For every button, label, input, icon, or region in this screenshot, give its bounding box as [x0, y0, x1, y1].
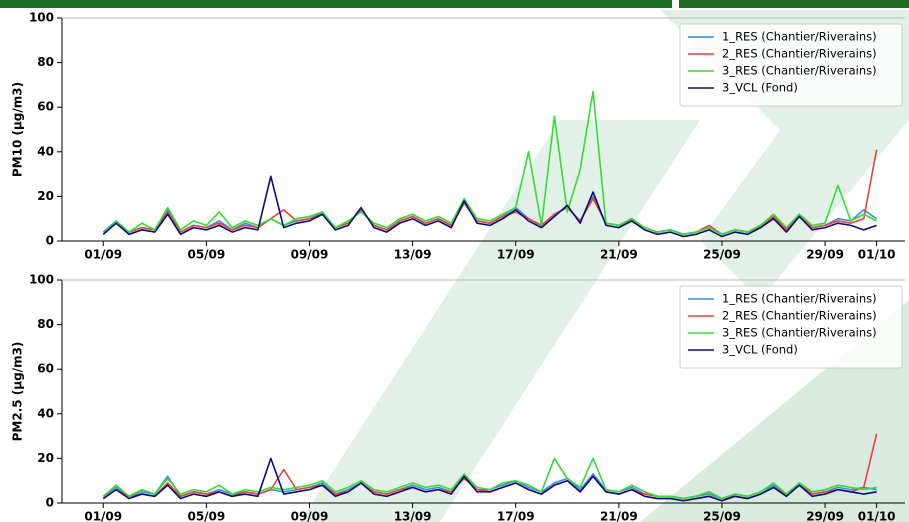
y-tick-label: 0 — [46, 234, 54, 248]
x-tick-label: 29/09 — [806, 510, 844, 522]
y-tick-label: 60 — [37, 100, 54, 114]
y-tick-label: 40 — [37, 406, 54, 420]
series-line — [102, 175, 877, 238]
x-tick-label: 17/09 — [497, 510, 535, 522]
y-axis-label: PM2.5 (µg/m3) — [11, 342, 25, 442]
y-tick-label: 100 — [29, 11, 54, 25]
y-tick-label: 60 — [37, 362, 54, 376]
legend-label: 2_RES (Chantier/Riverains) — [722, 47, 877, 61]
x-tick-label: 17/09 — [497, 248, 535, 262]
legend-label: 1_RES (Chantier/Riverains) — [722, 292, 877, 306]
legend-label: 3_VCL (Fond) — [722, 81, 798, 95]
y-tick-label: 80 — [37, 317, 54, 331]
x-tick-label: 09/09 — [291, 510, 329, 522]
legend-label: 3_RES (Chantier/Riverains) — [722, 64, 877, 78]
legend-label: 3_VCL (Fond) — [722, 343, 798, 357]
x-tick-label: 13/09 — [394, 510, 432, 522]
x-tick-label: 01/10 — [858, 510, 896, 522]
x-tick-label: 21/09 — [600, 510, 638, 522]
y-tick-label: 40 — [37, 144, 54, 158]
legend-box — [679, 23, 903, 107]
y-axis-label: PM10 (µg/m3) — [11, 82, 25, 177]
x-tick-label: 01/10 — [858, 248, 896, 262]
x-tick-label: 25/09 — [703, 510, 741, 522]
series-line — [102, 90, 878, 236]
x-tick-label: 01/09 — [84, 248, 122, 262]
y-tick-label: 80 — [37, 55, 54, 69]
x-tick-label: 13/09 — [394, 248, 432, 262]
watermark — [300, 120, 700, 522]
y-tick-label: 100 — [29, 273, 54, 287]
x-tick-label: 29/09 — [806, 248, 844, 262]
x-tick-label: 09/09 — [291, 248, 329, 262]
header-bar — [679, 0, 909, 8]
x-tick-label: 01/09 — [84, 510, 122, 522]
x-tick-label: 05/09 — [187, 510, 225, 522]
x-tick-label: 25/09 — [703, 248, 741, 262]
series-line — [102, 457, 877, 500]
series-line — [102, 457, 877, 502]
y-tick-label: 20 — [37, 451, 54, 465]
legend-label: 1_RES (Chantier/Riverains) — [722, 30, 877, 44]
y-tick-label: 0 — [46, 496, 54, 510]
legend-box — [679, 285, 903, 369]
x-tick-label: 21/09 — [600, 248, 638, 262]
header-bar — [0, 0, 672, 8]
y-tick-label: 20 — [37, 189, 54, 203]
legend-label: 2_RES (Chantier/Riverains) — [722, 309, 877, 323]
x-tick-label: 05/09 — [187, 248, 225, 262]
legend-label: 3_RES (Chantier/Riverains) — [722, 326, 877, 340]
